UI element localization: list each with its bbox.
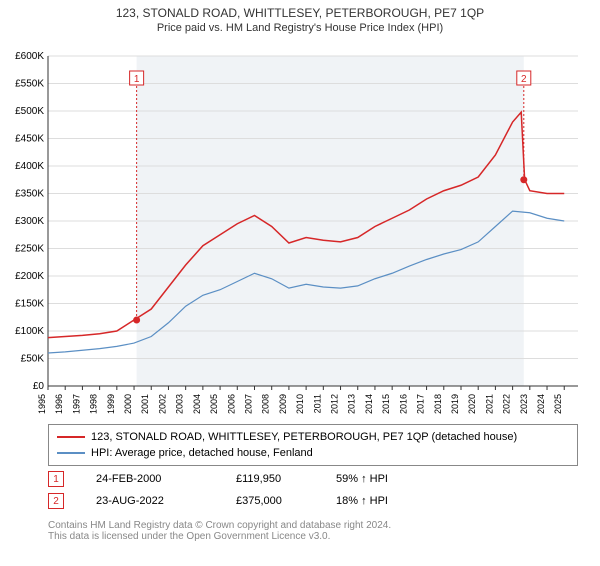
svg-text:£250K: £250K xyxy=(15,244,44,255)
svg-text:2023: 2023 xyxy=(519,394,529,414)
svg-text:2012: 2012 xyxy=(330,394,340,414)
svg-text:1997: 1997 xyxy=(71,394,81,414)
svg-text:1: 1 xyxy=(134,74,140,85)
svg-text:1998: 1998 xyxy=(89,394,99,414)
svg-text:£200K: £200K xyxy=(15,271,44,282)
svg-text:2022: 2022 xyxy=(502,394,512,414)
chart-area: £0 £50K £100K £150K £200K £250K £300K £350K £400… xyxy=(0,6,600,426)
svg-text:2005: 2005 xyxy=(209,394,219,414)
sale-row: 1 24-FEB-2000£119,95059% ↑ HPI xyxy=(48,470,436,488)
sale-price: £375,000 xyxy=(236,495,336,507)
legend-row: 123, STONALD ROAD, WHITTLESEY, PETERBORO… xyxy=(57,429,569,445)
svg-text:2020: 2020 xyxy=(467,394,477,414)
svg-text:1999: 1999 xyxy=(106,394,116,414)
sale-price: £119,950 xyxy=(236,473,336,485)
svg-text:£400K: £400K xyxy=(15,161,44,172)
svg-text:2011: 2011 xyxy=(312,394,322,413)
svg-text:2024: 2024 xyxy=(536,394,546,414)
svg-text:2008: 2008 xyxy=(261,394,271,414)
svg-text:2: 2 xyxy=(521,74,527,85)
svg-text:2021: 2021 xyxy=(484,394,494,414)
svg-text:£0: £0 xyxy=(33,381,45,392)
svg-text:2009: 2009 xyxy=(278,394,288,414)
svg-text:£100K: £100K xyxy=(15,326,44,337)
svg-text:2015: 2015 xyxy=(381,394,391,414)
svg-text:2004: 2004 xyxy=(192,394,202,414)
svg-text:£450K: £450K xyxy=(15,134,44,145)
sale-diff: 59% ↑ HPI xyxy=(336,473,436,485)
svg-text:£150K: £150K xyxy=(15,299,44,310)
svg-text:2006: 2006 xyxy=(226,394,236,414)
sale-marker-icon: 2 xyxy=(48,493,64,509)
svg-text:2019: 2019 xyxy=(450,394,460,414)
svg-text:£500K: £500K xyxy=(15,106,44,117)
svg-text:2013: 2013 xyxy=(347,394,357,414)
sale-diff: 18% ↑ HPI xyxy=(336,495,436,507)
svg-text:£350K: £350K xyxy=(15,189,44,200)
footer-line-1: Contains HM Land Registry data © Crown c… xyxy=(48,520,391,531)
sales-table: 1 24-FEB-2000£119,95059% ↑ HPI 2 23-AUG-202… xyxy=(48,470,436,514)
legend-label: 123, STONALD ROAD, WHITTLESEY, PETERBORO… xyxy=(91,431,517,443)
svg-text:2003: 2003 xyxy=(175,394,185,414)
svg-text:2007: 2007 xyxy=(243,394,253,414)
svg-text:2014: 2014 xyxy=(364,394,374,414)
legend-row: HPI: Average price, detached house, Fenl… xyxy=(57,445,569,461)
svg-text:£600K: £600K xyxy=(15,51,44,62)
sale-date: 24-FEB-2000 xyxy=(96,473,236,485)
legend-swatch xyxy=(57,452,85,454)
footer-line-2: This data is licensed under the Open Gov… xyxy=(48,531,391,542)
legend-swatch xyxy=(57,436,85,438)
svg-text:2017: 2017 xyxy=(416,394,426,414)
svg-text:2000: 2000 xyxy=(123,394,133,414)
svg-text:£300K: £300K xyxy=(15,216,44,227)
legend-box: 123, STONALD ROAD, WHITTLESEY, PETERBORO… xyxy=(48,424,578,466)
svg-text:£50K: £50K xyxy=(21,354,45,365)
legend-label: HPI: Average price, detached house, Fenl… xyxy=(91,447,313,459)
svg-text:2002: 2002 xyxy=(157,394,167,414)
svg-text:£550K: £550K xyxy=(15,79,44,90)
svg-text:2001: 2001 xyxy=(140,394,150,414)
footer-attribution: Contains HM Land Registry data © Crown c… xyxy=(48,520,391,542)
svg-text:2016: 2016 xyxy=(398,394,408,414)
svg-text:1995: 1995 xyxy=(37,394,47,414)
svg-text:2010: 2010 xyxy=(295,394,305,414)
sale-date: 23-AUG-2022 xyxy=(96,495,236,507)
svg-text:2018: 2018 xyxy=(433,394,443,414)
svg-text:2025: 2025 xyxy=(553,394,563,414)
sale-row: 2 23-AUG-2022£375,00018% ↑ HPI xyxy=(48,492,436,510)
sale-marker-icon: 1 xyxy=(48,471,64,487)
svg-text:1996: 1996 xyxy=(54,394,64,414)
